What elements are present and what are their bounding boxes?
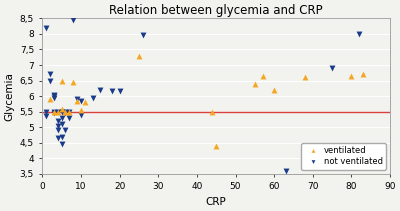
Point	[97, 88, 104, 92]
Point	[356, 32, 362, 36]
Point	[78, 108, 84, 112]
Point	[58, 110, 65, 113]
Point	[140, 34, 146, 37]
Point	[282, 169, 289, 173]
Point	[51, 93, 57, 96]
Point	[47, 73, 53, 76]
Title: Relation between glycemia and CRP: Relation between glycemia and CRP	[109, 4, 323, 17]
Point	[66, 110, 72, 113]
Point	[47, 79, 53, 82]
Point	[109, 90, 115, 93]
Point	[348, 74, 355, 78]
Point	[259, 74, 266, 78]
Point	[89, 96, 96, 99]
Point	[54, 110, 61, 113]
Point	[136, 54, 142, 57]
Point	[78, 99, 84, 103]
Y-axis label: Glycemia: Glycemia	[4, 72, 14, 120]
Point	[54, 124, 61, 127]
Point	[43, 115, 49, 118]
Point	[54, 129, 61, 132]
Point	[302, 76, 308, 79]
Point	[54, 110, 61, 113]
Point	[58, 122, 65, 126]
Point	[43, 110, 49, 113]
Point	[70, 18, 76, 22]
Point	[116, 90, 123, 93]
Point	[51, 110, 57, 113]
Point	[58, 135, 65, 138]
Point	[51, 95, 57, 98]
Point	[82, 101, 88, 104]
Point	[74, 97, 80, 101]
Point	[62, 110, 69, 113]
Point	[62, 110, 69, 113]
Point	[70, 80, 76, 84]
Point	[213, 144, 219, 148]
Point	[58, 116, 65, 120]
Legend: ventilated, not ventilated: ventilated, not ventilated	[301, 143, 386, 170]
Point	[66, 116, 72, 120]
Point	[360, 73, 366, 76]
Point	[252, 82, 258, 85]
Point	[62, 129, 69, 132]
Point	[209, 110, 216, 113]
Point	[47, 97, 53, 101]
Point	[62, 112, 69, 115]
Point	[51, 112, 57, 115]
Point	[271, 88, 277, 92]
Point	[329, 66, 335, 70]
X-axis label: CRP: CRP	[206, 197, 226, 207]
Point	[54, 137, 61, 140]
Point	[78, 113, 84, 116]
Point	[43, 26, 49, 29]
Point	[51, 96, 57, 99]
Point	[58, 107, 65, 110]
Point	[51, 110, 57, 113]
Point	[58, 143, 65, 146]
Point	[66, 110, 72, 113]
Point	[54, 119, 61, 123]
Point	[58, 79, 65, 82]
Point	[74, 99, 80, 103]
